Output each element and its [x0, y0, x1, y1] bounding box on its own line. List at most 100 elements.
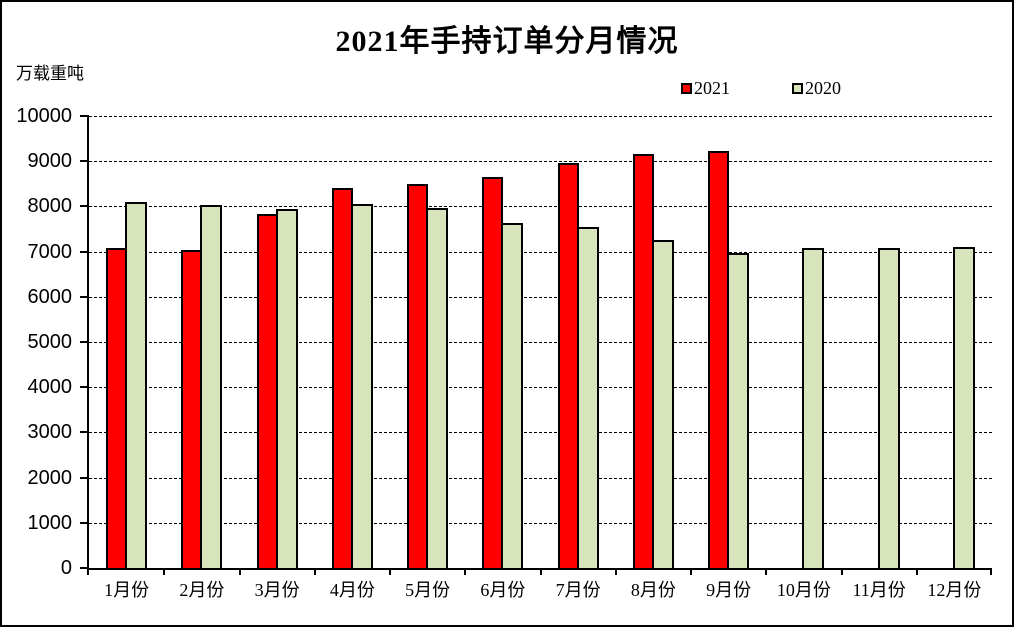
bar-group-9月份: [691, 116, 766, 568]
y-axis-tick-4000: [80, 386, 89, 389]
y-axis-tick-10000: [80, 115, 89, 117]
x-axis-tick-1: [163, 568, 166, 575]
x-axis-label-1月份: 1月份: [104, 580, 150, 600]
gridline-2000: [89, 477, 992, 479]
bar-group-3月份: [240, 116, 315, 568]
gridline-4000: [89, 387, 992, 389]
x-axis-label-9月份: 9月份: [706, 580, 752, 600]
bar-2020-6月份: [501, 223, 524, 568]
y-axis-tick-7000: [80, 250, 89, 253]
bar-2020-1月份: [125, 201, 148, 568]
y-axis-label-4000: 4000: [27, 376, 73, 399]
y-axis-label-2000: 2000: [27, 466, 73, 489]
legend-swatch-2021: [681, 83, 692, 94]
bar-group-4月份: [315, 116, 390, 568]
y-axis-tick-6000: [80, 295, 89, 298]
y-axis-label-3000: 3000: [27, 421, 73, 444]
bar-2020-7月份: [576, 227, 599, 568]
bar-2021-2月份: [181, 249, 203, 568]
bar-2020-9月份: [727, 253, 750, 568]
bar-2021-5月份: [407, 183, 429, 568]
bar-2020-4月份: [350, 204, 373, 568]
bar-group-10月份: [766, 116, 841, 568]
legend-label-2020: 2020: [805, 78, 841, 98]
gridline-8000: [89, 206, 992, 208]
gridline-9000: [89, 161, 992, 163]
x-axis-tick-11: [915, 568, 918, 575]
x-axis-tick-0: [87, 568, 89, 575]
bar-group-6月份: [465, 116, 540, 568]
y-axis-label-6000: 6000: [27, 285, 73, 308]
y-axis-tick-3000: [80, 431, 89, 434]
x-axis-tick-9: [765, 568, 768, 575]
gridline-5000: [89, 342, 992, 343]
gridline-3000: [89, 432, 992, 434]
bar-2021-9月份: [708, 150, 730, 568]
y-axis-tick-8000: [80, 205, 89, 208]
y-axis-tick-0: [80, 567, 89, 569]
legend-entry-2020: 2020: [792, 78, 841, 99]
x-axis-label-7月份: 7月份: [555, 580, 601, 600]
y-axis-label-9000: 9000: [27, 150, 73, 173]
y-axis-tick-2000: [80, 476, 89, 479]
y-axis-tick-1000: [80, 521, 89, 524]
y-axis-unit-label: 万载重吨: [16, 64, 84, 83]
bar-2021-8月份: [632, 154, 654, 568]
bar-group-5月份: [390, 116, 465, 568]
x-axis-tick-6: [539, 568, 542, 575]
gridline-1000: [89, 522, 992, 524]
bar-2020-3月份: [275, 208, 298, 568]
y-axis-label-8000: 8000: [27, 195, 73, 218]
x-axis-tick-12: [990, 568, 992, 575]
bar-2020-8月份: [651, 239, 674, 568]
x-axis-label-4月份: 4月份: [329, 580, 375, 600]
legend: 2021 2020: [681, 78, 841, 99]
bar-group-8月份: [616, 116, 691, 568]
x-axis-tick-7: [614, 568, 617, 575]
x-axis-tick-3: [313, 568, 316, 575]
x-axis-tick-2: [238, 568, 241, 575]
bar-2021-1月份: [106, 247, 128, 568]
y-axis-label-1000: 1000: [27, 511, 73, 534]
chart-title: 2021年手持订单分月情况: [335, 25, 679, 58]
x-axis-tick-4: [389, 568, 391, 575]
bar-2020-12月份: [952, 246, 975, 568]
legend-entry-2021: 2021: [681, 78, 730, 99]
y-axis-label-0: 0: [60, 557, 72, 579]
legend-swatch-2020: [792, 83, 803, 94]
bar-2021-7月份: [557, 163, 579, 568]
bar-2020-2月份: [200, 204, 223, 568]
x-axis-tick-10: [840, 568, 843, 575]
x-axis-label-5月份: 5月份: [405, 580, 451, 600]
bar-2020-5月份: [426, 208, 449, 568]
bar-group-7月份: [541, 116, 616, 568]
bar-group-12月份: [917, 116, 992, 568]
x-axis-label-2月份: 2月份: [179, 580, 225, 600]
x-axis-label-11月份: 11月份: [852, 580, 906, 600]
gridline-7000: [89, 251, 992, 253]
legend-label-2021: 2021: [694, 78, 730, 98]
gridline-10000: [89, 116, 992, 117]
x-axis-tick-5: [464, 568, 467, 575]
y-axis-label-7000: 7000: [27, 240, 73, 263]
x-axis-label-3月份: 3月份: [254, 580, 300, 600]
bar-2021-6月份: [482, 177, 504, 568]
bar-2021-4月份: [331, 188, 353, 568]
x-axis-label-6月份: 6月份: [480, 580, 526, 600]
x-axis-label-10月份: 10月份: [776, 580, 831, 600]
x-axis-label-8月份: 8月份: [630, 580, 676, 600]
bar-2020-10月份: [802, 248, 825, 568]
y-axis-tick-9000: [80, 160, 89, 163]
bar-2021-3月份: [256, 213, 278, 568]
x-axis-tick-8: [690, 568, 692, 575]
y-axis-label-10000: 10000: [16, 105, 72, 127]
bar-group-11月份: [842, 116, 917, 568]
y-axis-label-5000: 5000: [27, 331, 73, 353]
y-axis-tick-5000: [80, 341, 89, 343]
plot-area: 0 1000 2000 3000 4000 5000 6000 7000 8000 9000 100…: [16, 105, 992, 600]
bar-2020-11月份: [877, 247, 900, 568]
bar-group-1月份: [89, 116, 164, 568]
gridline-6000: [89, 296, 992, 298]
x-axis-label-12月份: 12月份: [927, 580, 982, 600]
